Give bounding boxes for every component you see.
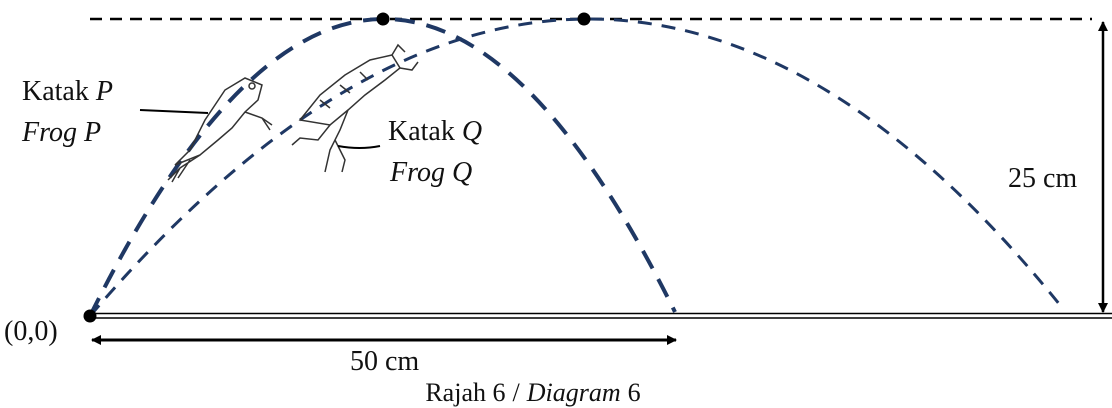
height-label: 25 cm: [1008, 163, 1077, 194]
leader-q: [337, 145, 381, 149]
caption-number: 6: [628, 378, 641, 407]
frog-p-illustration: [167, 77, 273, 183]
label-word: Katak: [22, 76, 89, 107]
frog-q-malay: Katak Q: [388, 116, 482, 147]
label-letter: P: [95, 76, 113, 107]
caption-malay: Rajah 6: [425, 378, 505, 407]
frog-p-malay: Katak P: [22, 76, 113, 107]
frog-q-english: Frog Q: [389, 157, 472, 188]
peak-p: [376, 12, 390, 26]
origin-label: (0,0): [4, 316, 58, 347]
trajectory-q: [88, 17, 1062, 317]
frog-q-illustration: [291, 43, 419, 173]
peak-q: [577, 12, 591, 26]
distance-label: 50 cm: [350, 346, 419, 377]
label-letter: Q: [462, 116, 482, 147]
frog-p-english: Frog P: [21, 117, 101, 148]
label-word: Katak: [388, 116, 455, 147]
caption-separator: /: [513, 378, 521, 407]
origin-point: [83, 309, 97, 323]
caption: Rajah 6 /Diagram 6: [425, 378, 640, 407]
leader-p: [139, 109, 209, 114]
trajectory-p: [88, 17, 677, 317]
caption-english: Diagram: [526, 378, 621, 407]
